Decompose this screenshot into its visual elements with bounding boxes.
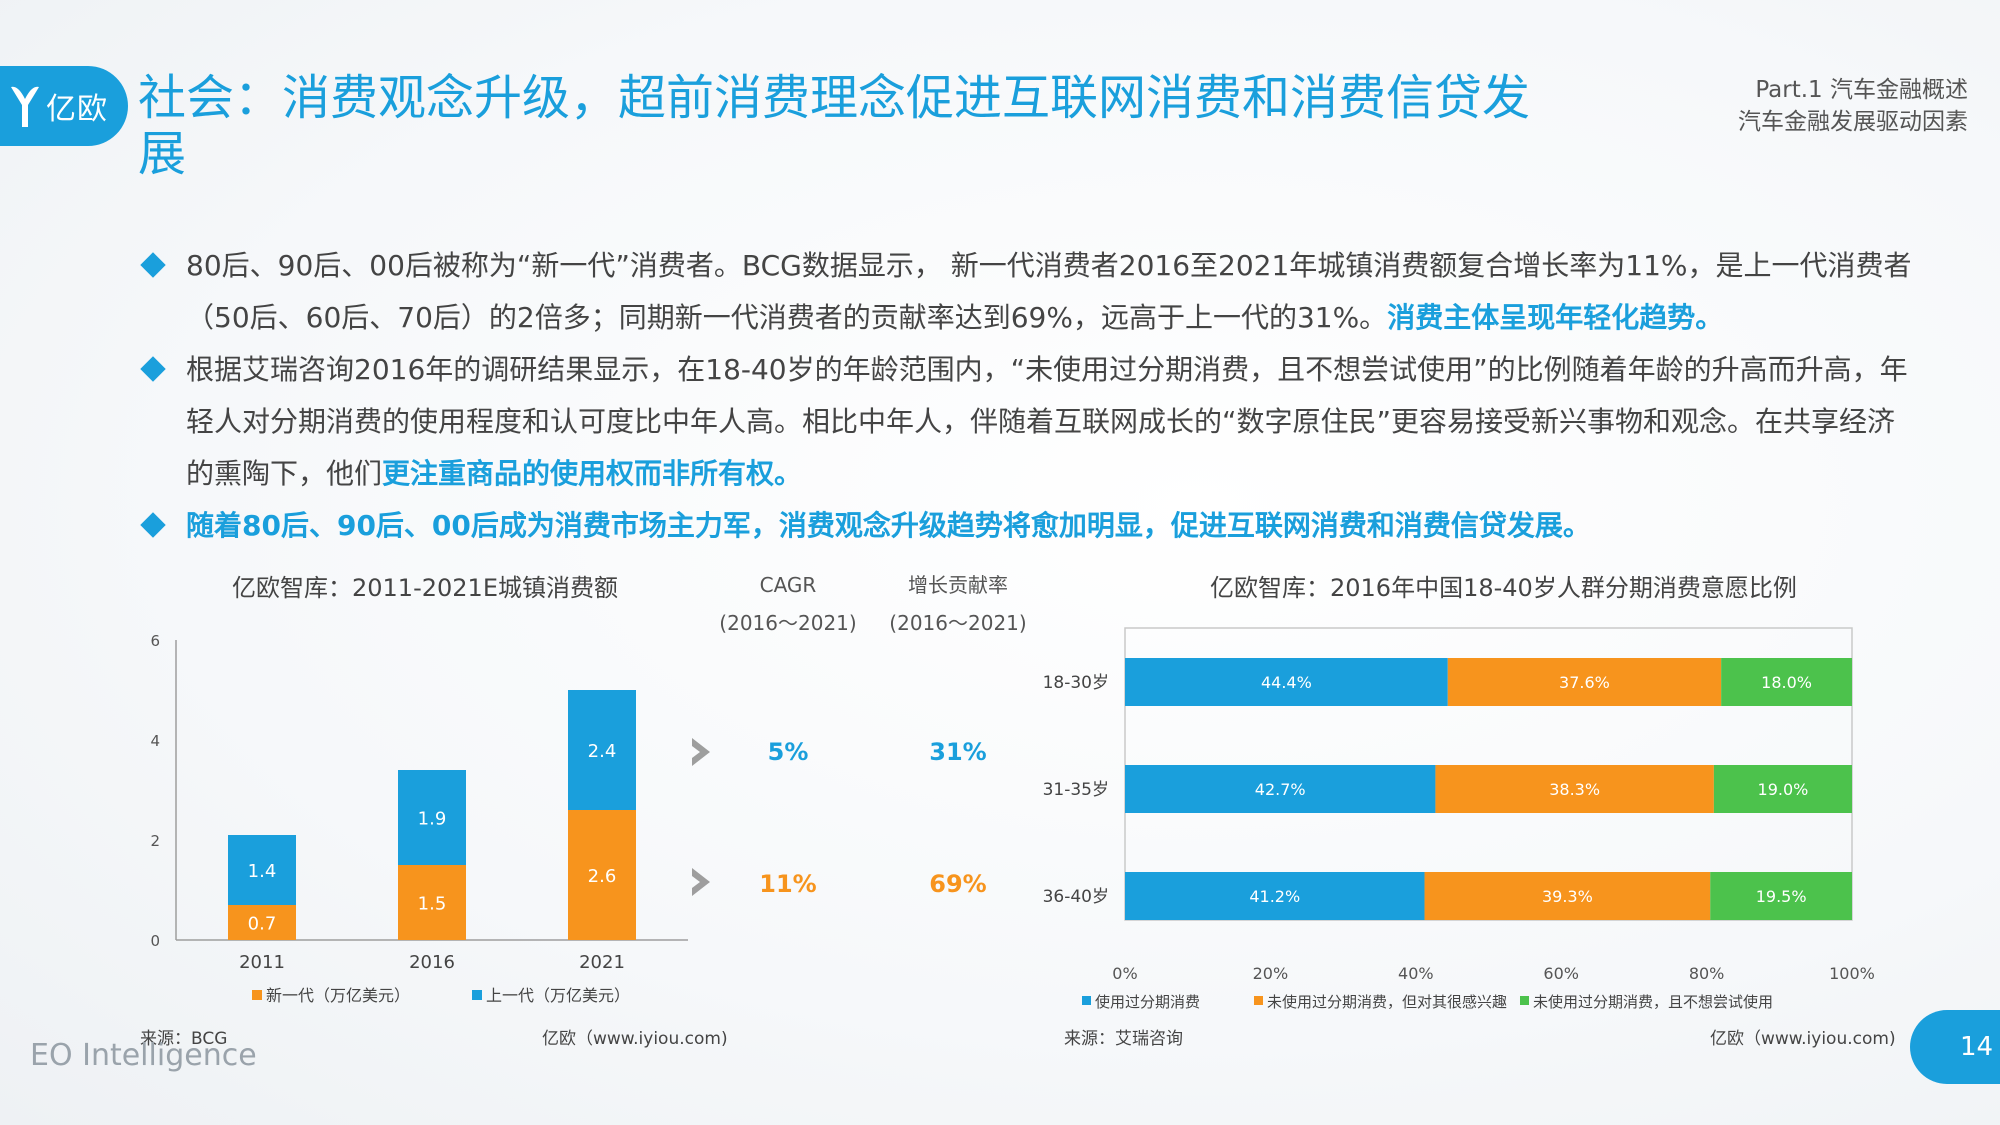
y-category-label: 31-35岁 xyxy=(1043,780,1109,800)
x-tick-label: 2021 xyxy=(579,952,625,973)
cagr-header-label: CAGR xyxy=(759,573,817,597)
bar-segment xyxy=(1710,872,1852,920)
legend-swatch xyxy=(1082,996,1091,1005)
page-number: 14 xyxy=(1910,1010,2000,1084)
brand-logo: 亿欧 xyxy=(0,66,128,146)
page-title: 社会：消费观念升级，超前消费理念促进互联网消费和消费信贷发展 xyxy=(138,70,1531,182)
bar-data-label: 0.7 xyxy=(248,914,277,935)
bullet-text: 根据艾瑞咨询2016年的调研结果显示，在18-40岁的年龄范围内，“未使用过分期… xyxy=(186,353,1908,490)
cagr-header: CAGR (2016～2021) xyxy=(718,566,858,642)
left-credit: 亿欧（www.iyiou.com) xyxy=(542,1029,728,1049)
bar-data-label: 42.7% xyxy=(1255,780,1306,799)
contrib-header: 增长贡献率 (2016～2021) xyxy=(888,566,1028,642)
contrib-period: (2016～2021) xyxy=(889,611,1027,635)
legend-label: 新一代（万亿美元） xyxy=(266,986,410,1005)
bar-segment xyxy=(228,905,296,940)
bullet-highlight: 消费主体呈现年轻化趋势。 xyxy=(1387,301,1724,334)
x-tick-label: 80% xyxy=(1689,964,1725,983)
bar-data-label: 1.5 xyxy=(418,894,447,915)
bullet-list: 80后、90后、00后被称为“新一代”消费者。BCG数据显示， 新一代消费者20… xyxy=(140,240,1920,552)
section-label: Part.1 汽车金融概述 汽车金融发展驱动因素 xyxy=(1738,74,1968,138)
bar-segment xyxy=(1125,658,1448,706)
legend-label: 上一代（万亿美元） xyxy=(486,986,630,1005)
bar-segment xyxy=(1125,765,1436,813)
section-part: Part.1 汽车金融概述 xyxy=(1755,77,1968,103)
right-credit: 亿欧（www.iyiou.com) xyxy=(1710,1029,1896,1049)
x-tick-label: 40% xyxy=(1398,964,1434,983)
legend-label: 未使用过分期消费，且不想尝试使用 xyxy=(1533,993,1773,1011)
bar-segment xyxy=(1721,658,1852,706)
contrib-header-label: 增长贡献率 xyxy=(908,573,1008,597)
logo-y-icon xyxy=(11,86,39,127)
bar-segment xyxy=(568,810,636,940)
bar-data-label: 39.3% xyxy=(1542,887,1593,906)
logo-text: 亿欧 xyxy=(46,92,108,127)
y-category-label: 36-40岁 xyxy=(1043,887,1109,907)
legend-swatch xyxy=(1520,996,1529,1005)
bar-data-label: 1.4 xyxy=(248,861,277,882)
x-tick-label: 100% xyxy=(1829,964,1875,983)
bullet-item: 随着80后、90后、00后成为消费市场主力军，消费观念升级趋势将愈加明显，促进互… xyxy=(140,500,1920,552)
contrib-new-value: 69% xyxy=(929,870,987,898)
footer-brand: EO Intelligence xyxy=(30,1038,257,1073)
bar-segment xyxy=(1447,658,1722,706)
x-tick-label: 2011 xyxy=(239,952,285,973)
bar-data-label: 19.5% xyxy=(1756,887,1807,906)
bar-segment xyxy=(1125,872,1425,920)
y-tick-label: 6 xyxy=(150,632,160,650)
bar-data-label: 1.9 xyxy=(418,809,447,830)
contrib-prev-value: 31% xyxy=(929,738,987,766)
chevron-right-icon xyxy=(692,738,710,766)
bullet-highlight: 随着80后、90后、00后成为消费市场主力军，消费观念升级趋势将愈加明显，促进互… xyxy=(186,509,1591,542)
bar-data-label: 38.3% xyxy=(1549,780,1600,799)
legend-label: 未使用过分期消费，但对其很感兴趣 xyxy=(1267,993,1507,1011)
legend-swatch xyxy=(252,990,262,1000)
y-tick-label: 2 xyxy=(150,832,160,850)
bar-data-label: 41.2% xyxy=(1249,887,1300,906)
y-tick-label: 4 xyxy=(150,732,160,750)
x-tick-label: 2016 xyxy=(409,952,455,973)
chevron-right-icon xyxy=(692,868,710,896)
bar-segment xyxy=(398,865,466,940)
bar-segment xyxy=(228,835,296,905)
bar-data-label: 2.4 xyxy=(588,741,617,762)
x-tick-label: 0% xyxy=(1112,964,1137,983)
cagr-prev-value: 5% xyxy=(767,738,809,766)
bullet-item: 80后、90后、00后被称为“新一代”消费者。BCG数据显示， 新一代消费者20… xyxy=(140,240,1920,344)
cagr-period: (2016～2021) xyxy=(719,611,857,635)
legend-swatch xyxy=(1254,996,1263,1005)
section-subtitle: 汽车金融发展驱动因素 xyxy=(1738,109,1968,135)
legend-swatch xyxy=(472,990,482,1000)
bullet-text: 80后、90后、00后被称为“新一代”消费者。BCG数据显示， 新一代消费者20… xyxy=(186,249,1912,334)
right-source: 来源：艾瑞咨询 xyxy=(1064,1029,1183,1049)
installment-willingness-chart: 18-30岁 44.4% 37.6% 18.0% 31-35岁 42.7% 38.3% 19.… xyxy=(1043,627,1875,1011)
right-chart-title: 亿欧智库：2016年中国18-40岁人群分期消费意愿比例 xyxy=(1210,574,1797,602)
consumption-bar-chart: 0 2 4 6 0.7 1.4 2011 1.5 1.9 2016 2.6 2.4 2021 新一代（万亿… xyxy=(150,632,688,1005)
diamond-bullet-icon xyxy=(140,356,166,382)
bar-segment xyxy=(398,770,466,865)
bar-data-label: 19.0% xyxy=(1758,780,1809,799)
bar-segment xyxy=(568,690,636,810)
cagr-new-value: 11% xyxy=(759,870,817,898)
left-chart-title: 亿欧智库：2011-2021E城镇消费额 xyxy=(232,574,618,602)
x-tick-label: 60% xyxy=(1543,964,1579,983)
bar-data-label: 37.6% xyxy=(1559,673,1610,692)
y-category-label: 18-30岁 xyxy=(1043,673,1109,693)
bullet-highlight: 更注重商品的使用权而非所有权。 xyxy=(382,457,803,490)
diamond-bullet-icon xyxy=(140,252,166,278)
y-tick-label: 0 xyxy=(150,932,160,950)
bullet-item: 根据艾瑞咨询2016年的调研结果显示，在18-40岁的年龄范围内，“未使用过分期… xyxy=(140,344,1920,500)
bar-data-label: 44.4% xyxy=(1261,673,1312,692)
bar-data-label: 18.0% xyxy=(1761,673,1812,692)
bar-segment xyxy=(1424,872,1711,920)
legend-label: 使用过分期消费 xyxy=(1095,993,1200,1011)
bar-data-label: 2.6 xyxy=(588,866,617,887)
bar-segment xyxy=(1435,765,1714,813)
x-tick-label: 20% xyxy=(1253,964,1289,983)
diamond-bullet-icon xyxy=(140,512,166,538)
left-source: 来源：BCG xyxy=(140,1029,228,1049)
bar-segment xyxy=(1713,765,1852,813)
